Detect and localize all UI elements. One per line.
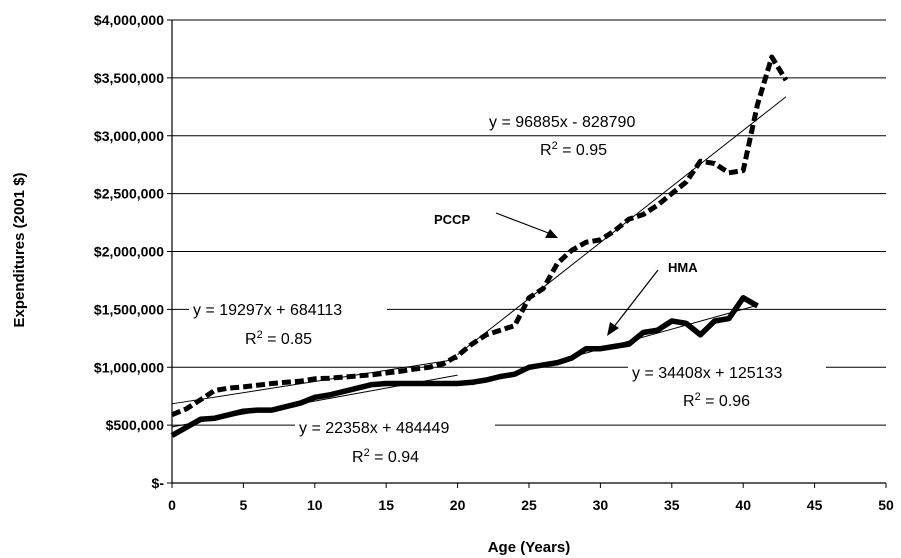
x-tick-label: 50	[878, 497, 894, 513]
r2-value: = 0.96	[705, 393, 750, 410]
arrow-hma	[607, 269, 659, 336]
r2-label: R2 = 0.85	[245, 329, 312, 348]
r2-label: R2 = 0.96	[683, 391, 750, 410]
arrow-pccp	[495, 212, 558, 238]
annotation-pccp-late: y = 96885x - 828790 R2 = 0.95	[484, 110, 678, 159]
y-tick-label: $3,000,000	[94, 128, 164, 144]
series-lines	[170, 54, 789, 438]
series-label-pccp: PCCP	[434, 212, 470, 227]
annotation-pccp-early: y = 19297x + 684113 R2 = 0.85	[189, 298, 387, 348]
tick-labels: $- $500,000 $1,000,000 $1,500,000 $2,000,000…	[94, 12, 894, 513]
annotation-hma-early: y = 22358x + 484449 R2 = 0.94	[295, 416, 495, 466]
equation-label: y = 19297x + 684113	[193, 302, 342, 319]
trendline	[171, 358, 458, 405]
r2-value: = 0.85	[267, 331, 312, 348]
x-tick-label: 10	[307, 497, 323, 513]
x-tick-label: 30	[593, 497, 609, 513]
x-tick-label: 20	[450, 497, 466, 513]
y-tick-label: $1,000,000	[94, 359, 164, 375]
equation-label: y = 96885x - 828790	[489, 114, 635, 131]
axes	[167, 19, 887, 488]
equation-label: y = 34408x + 125133	[632, 365, 782, 382]
equation-label: y = 22358x + 484449	[299, 420, 449, 437]
r2-value: = 0.95	[562, 142, 607, 159]
x-tick-label: 35	[664, 497, 680, 513]
y-tick-label: $1,500,000	[94, 301, 164, 317]
y-tick-label: $500,000	[106, 417, 165, 433]
series-line-pccp	[171, 54, 789, 418]
y-tick-label: $4,000,000	[94, 12, 164, 28]
x-tick-label: 0	[168, 497, 176, 513]
x-tick-label: 40	[735, 497, 751, 513]
y-tick-label: $-	[152, 475, 165, 491]
y-axis-title: Expenditures (2001 $)	[11, 172, 28, 327]
x-tick-label: 5	[240, 497, 248, 513]
x-tick-label: 25	[521, 497, 537, 513]
y-tick-label: $3,500,000	[94, 70, 164, 86]
y-tick-label: $2,500,000	[94, 186, 164, 202]
r2-value: = 0.94	[374, 449, 419, 466]
series-label-hma: HMA	[668, 260, 698, 275]
x-axis-title: Age (Years)	[488, 539, 571, 556]
r2-label: R2 = 0.95	[540, 140, 607, 159]
annotation-hma-late: y = 34408x + 125133 R2 = 0.96	[628, 361, 826, 410]
r2-label: R2 = 0.94	[352, 447, 419, 466]
y-tick-label: $2,000,000	[94, 244, 164, 260]
series-line-hma	[170, 295, 759, 438]
x-tick-label: 45	[807, 497, 823, 513]
x-tick-label: 15	[378, 497, 394, 513]
